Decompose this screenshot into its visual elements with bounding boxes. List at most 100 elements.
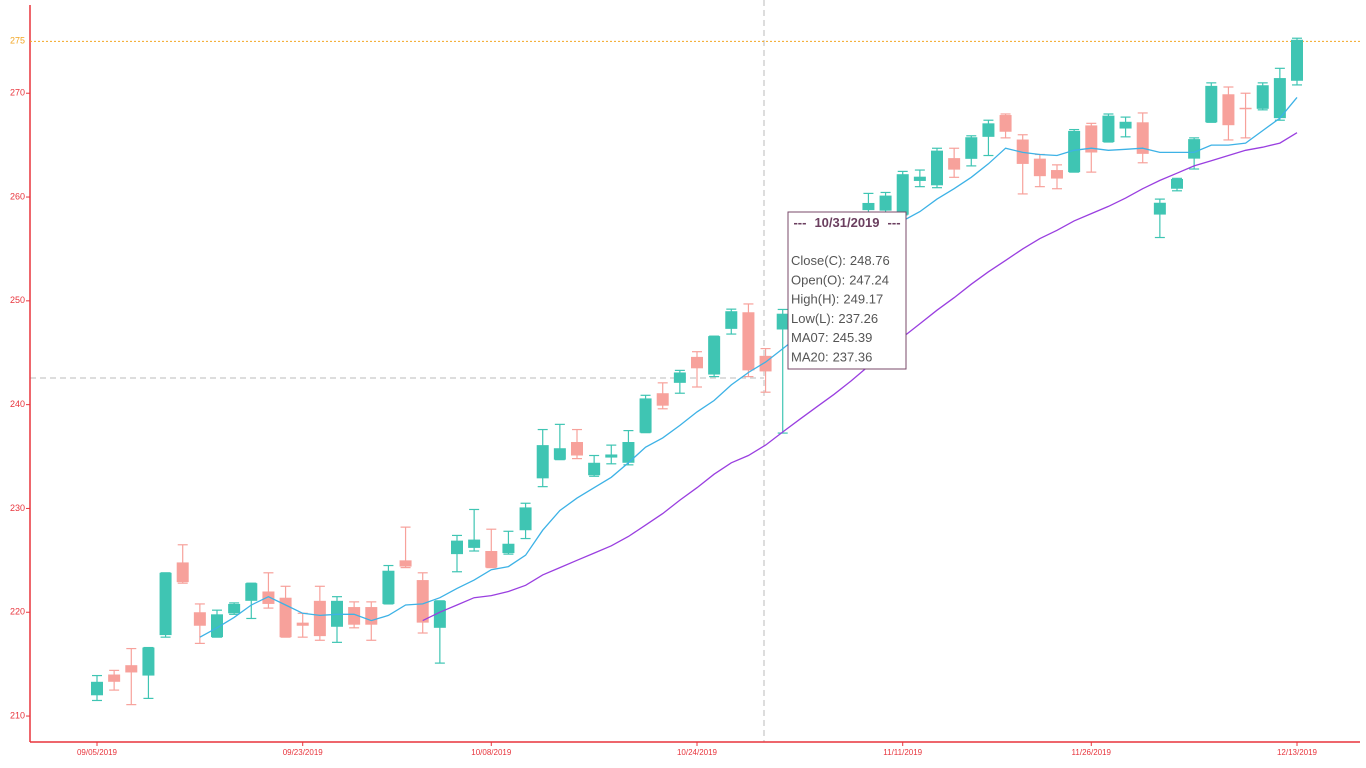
tooltip-label: MA20: xyxy=(791,350,829,365)
candle-body xyxy=(948,158,961,170)
y-tick-label: 210 xyxy=(10,710,25,720)
candle-body xyxy=(279,597,292,638)
candle-body xyxy=(365,607,378,625)
candle-body xyxy=(1222,94,1235,126)
candle-body xyxy=(965,137,978,159)
ma-line xyxy=(199,96,1298,638)
tooltip-dash: --- xyxy=(888,215,901,230)
candle-body xyxy=(451,540,463,555)
candle-body xyxy=(245,583,258,601)
tooltip-label: Low(L): xyxy=(791,311,834,326)
candle-body xyxy=(862,202,875,211)
candle-body xyxy=(142,647,155,676)
candle-body xyxy=(622,442,635,463)
candle-body xyxy=(931,150,943,186)
candle-body xyxy=(913,176,926,181)
candle-body xyxy=(262,591,275,604)
candle-body xyxy=(382,570,395,604)
x-tick-label: 10/08/2019 xyxy=(471,748,512,757)
tooltip-value: 237.26 xyxy=(838,311,878,326)
candle-body xyxy=(656,393,669,406)
candle-body xyxy=(502,543,515,554)
candle-body xyxy=(1136,122,1149,154)
candle-body xyxy=(1273,78,1286,119)
candle-body xyxy=(108,674,121,682)
candle-body xyxy=(708,336,721,375)
candle-body xyxy=(399,560,412,567)
candle-body xyxy=(982,123,995,137)
x-tick-label: 10/24/2019 xyxy=(677,748,718,757)
candle-body xyxy=(468,539,481,548)
candle-body xyxy=(725,311,738,329)
tooltip-value: 249.17 xyxy=(843,292,883,307)
tooltip-label: Open(O): xyxy=(791,273,845,288)
tooltip-value: 237.36 xyxy=(833,350,873,365)
candle-body xyxy=(1205,85,1218,123)
y-tick-label: 270 xyxy=(10,88,25,98)
candle-body xyxy=(1085,125,1098,153)
tooltip-item: MA20: 237.36 xyxy=(791,350,872,365)
candle-body xyxy=(313,600,326,637)
candle-body xyxy=(588,462,601,476)
candle-body xyxy=(125,665,138,673)
tooltip: --- 10/31/2019 --- Close(C): 248.76 Open(O): 2… xyxy=(787,211,907,370)
candle-body xyxy=(1119,121,1132,129)
candle-body xyxy=(176,562,189,583)
candle-body xyxy=(1051,170,1063,179)
candle-body xyxy=(605,454,618,458)
tooltip-value: 245.39 xyxy=(833,331,873,346)
candle-body xyxy=(1033,158,1046,177)
y-tick-label: 250 xyxy=(10,295,25,305)
candle-body xyxy=(639,398,652,433)
candle-body xyxy=(193,612,206,626)
candle-body xyxy=(553,448,566,460)
candle-body xyxy=(742,312,755,371)
candle-body xyxy=(536,445,549,479)
tooltip-item: Close(C): 248.76 xyxy=(791,253,890,268)
tooltip-label: High(H): xyxy=(791,292,839,307)
tooltip-item: Open(O): 247.24 xyxy=(791,273,889,288)
candle-body xyxy=(776,313,789,330)
candle-body xyxy=(691,356,703,369)
y-tick-label: 220 xyxy=(10,607,25,617)
tooltip-label: MA07: xyxy=(791,331,829,346)
ma-line xyxy=(422,132,1298,622)
tooltip-item: High(H): 249.17 xyxy=(791,292,883,307)
candle-body xyxy=(571,442,583,456)
candle-body xyxy=(485,551,498,568)
tooltip-item: Low(L): 237.26 xyxy=(791,311,878,326)
y-tick-label: 240 xyxy=(10,399,25,409)
candle-body xyxy=(673,372,686,383)
candle-body xyxy=(879,195,892,211)
x-tick-label: 11/11/2019 xyxy=(883,748,922,757)
candle-body xyxy=(1016,139,1029,164)
x-tick-label: 09/23/2019 xyxy=(283,748,324,757)
candle-body xyxy=(1068,130,1081,173)
tooltip-value: 247.24 xyxy=(849,273,889,288)
candle-body xyxy=(348,607,361,625)
candle-body xyxy=(1102,115,1115,143)
tooltip-date: 10/31/2019 xyxy=(814,215,879,230)
candle-body xyxy=(91,681,103,696)
tooltip-label: Close(C): xyxy=(791,253,846,268)
tooltip-value: 248.76 xyxy=(850,253,890,268)
last-price-label: 275 xyxy=(10,36,25,46)
candle-body xyxy=(999,115,1012,132)
candle-body xyxy=(228,603,241,614)
tooltip-title: --- 10/31/2019 --- xyxy=(793,215,900,230)
candle-body xyxy=(1291,39,1303,81)
x-tick-label: 09/05/2019 xyxy=(77,748,118,757)
candle-body xyxy=(1239,107,1252,110)
candle-body xyxy=(433,600,446,628)
candle-body xyxy=(296,622,309,626)
candle-body xyxy=(1171,178,1183,189)
tooltip-item: MA07: 245.39 xyxy=(791,331,872,346)
candle-body xyxy=(1153,202,1166,215)
candle-body xyxy=(519,507,532,531)
tooltip-dash: --- xyxy=(793,215,806,230)
candle-body xyxy=(159,572,172,636)
x-tick-label: 11/26/2019 xyxy=(1072,748,1112,757)
y-tick-label: 230 xyxy=(10,503,25,513)
y-tick-label: 260 xyxy=(10,191,25,201)
